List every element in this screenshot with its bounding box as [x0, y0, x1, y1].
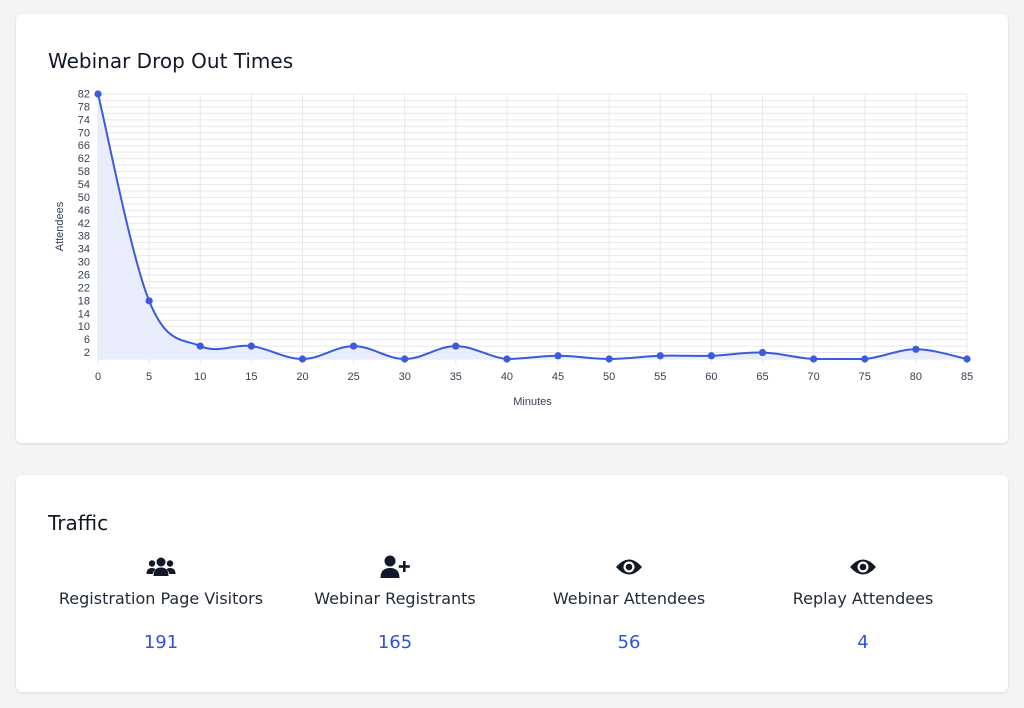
x-tick-label: 80	[910, 371, 922, 383]
stat-value: 4	[857, 632, 869, 653]
y-tick-label: 62	[78, 153, 90, 165]
stat-label: Replay Attendees	[792, 589, 934, 608]
users-icon	[41, 555, 281, 579]
eye-icon	[509, 555, 749, 579]
series-line	[97, 93, 968, 361]
x-tick-label: 10	[194, 371, 206, 383]
dropout-chart-card: Webinar Drop Out Times 2 6 10 14 18 22 26 30 34 3…	[16, 14, 1008, 443]
x-tick-label: 45	[552, 371, 564, 383]
y-tick-label: 14	[78, 308, 90, 320]
data-point	[503, 355, 511, 363]
stat-label: Webinar Registrants	[314, 589, 476, 608]
data-point	[298, 355, 307, 363]
x-tick-label: 20	[296, 371, 308, 383]
y-tick-label: 22	[78, 282, 90, 294]
chart-card-title: Webinar Drop Out Times	[48, 49, 294, 73]
stat-registration-page-visitors: Registration Page Visitors 191	[41, 555, 281, 653]
eye-icon	[743, 555, 983, 579]
y-tick-label: 42	[78, 218, 90, 230]
data-point	[401, 355, 409, 363]
x-tick-label: 70	[808, 371, 820, 383]
data-point	[707, 352, 716, 360]
traffic-card: Traffic Registration Page Visitors 191	[16, 475, 1008, 692]
stat-label: Registration Page Visitors	[58, 589, 264, 608]
y-tick-label: 34	[78, 244, 90, 256]
x-axis-title: Minutes	[513, 396, 552, 408]
y-tick-label: 70	[78, 127, 90, 139]
data-point	[554, 352, 562, 360]
data-point	[605, 355, 613, 363]
data-point	[758, 348, 767, 357]
x-tick-label: 40	[501, 371, 513, 383]
dropout-chart: 2610141822263034384246505458626670747882…	[54, 89, 973, 409]
stat-value: 191	[143, 632, 179, 653]
x-tick-label: 35	[450, 371, 462, 383]
x-tick-label: 75	[859, 371, 871, 383]
x-tick-label: 0	[95, 371, 101, 383]
x-tick-label: 15	[245, 371, 257, 383]
y-tick-label: 46	[78, 205, 90, 217]
data-point	[810, 355, 818, 363]
data-point	[94, 90, 102, 98]
y-tick-label: 38	[78, 231, 90, 243]
y-tick-label: 66	[78, 140, 90, 152]
y-tick-label: 74	[78, 114, 90, 126]
x-tick-label: 55	[654, 371, 666, 383]
user-plus-icon	[275, 555, 515, 579]
data-point	[963, 355, 971, 363]
data-point	[349, 342, 358, 350]
x-tick-label: 50	[603, 371, 615, 383]
y-tick-label: 82	[78, 89, 90, 101]
y-axis-title: Attendees	[54, 201, 66, 251]
y-tick-label: 78	[78, 101, 90, 113]
y-tick-label: 2	[84, 347, 90, 359]
y-tick-label: 30	[78, 257, 90, 269]
data-point	[247, 342, 255, 350]
y-tick-label: 54	[78, 179, 90, 191]
x-tick-label: 85	[961, 371, 973, 383]
stat-replay-attendees: Replay Attendees 4	[743, 555, 983, 653]
y-tick-label: 58	[78, 166, 90, 178]
y-tick-label: 50	[78, 192, 90, 204]
stat-webinar-registrants: Webinar Registrants 165	[275, 555, 515, 653]
x-tick-label: 5	[146, 371, 152, 383]
stat-value: 165	[377, 632, 413, 653]
data-point	[912, 345, 920, 353]
x-tick-label: 60	[705, 371, 717, 383]
data-point	[861, 355, 869, 363]
traffic-card-title: Traffic	[48, 511, 109, 535]
data-point	[145, 297, 153, 305]
x-tick-label: 30	[399, 371, 411, 383]
stat-webinar-attendees: Webinar Attendees 56	[509, 555, 749, 653]
data-point	[452, 342, 460, 350]
x-tick-label: 25	[347, 371, 359, 383]
data-point	[196, 342, 204, 350]
stat-label: Webinar Attendees	[552, 589, 706, 608]
y-tick-label: 10	[78, 321, 90, 333]
series-area	[98, 94, 967, 359]
y-tick-label: 6	[84, 334, 90, 346]
y-tick-label: 18	[78, 295, 90, 307]
stat-value: 56	[617, 632, 641, 653]
data-point	[656, 352, 664, 360]
x-tick-label: 65	[756, 371, 768, 383]
y-tick-label: 26	[78, 269, 90, 281]
